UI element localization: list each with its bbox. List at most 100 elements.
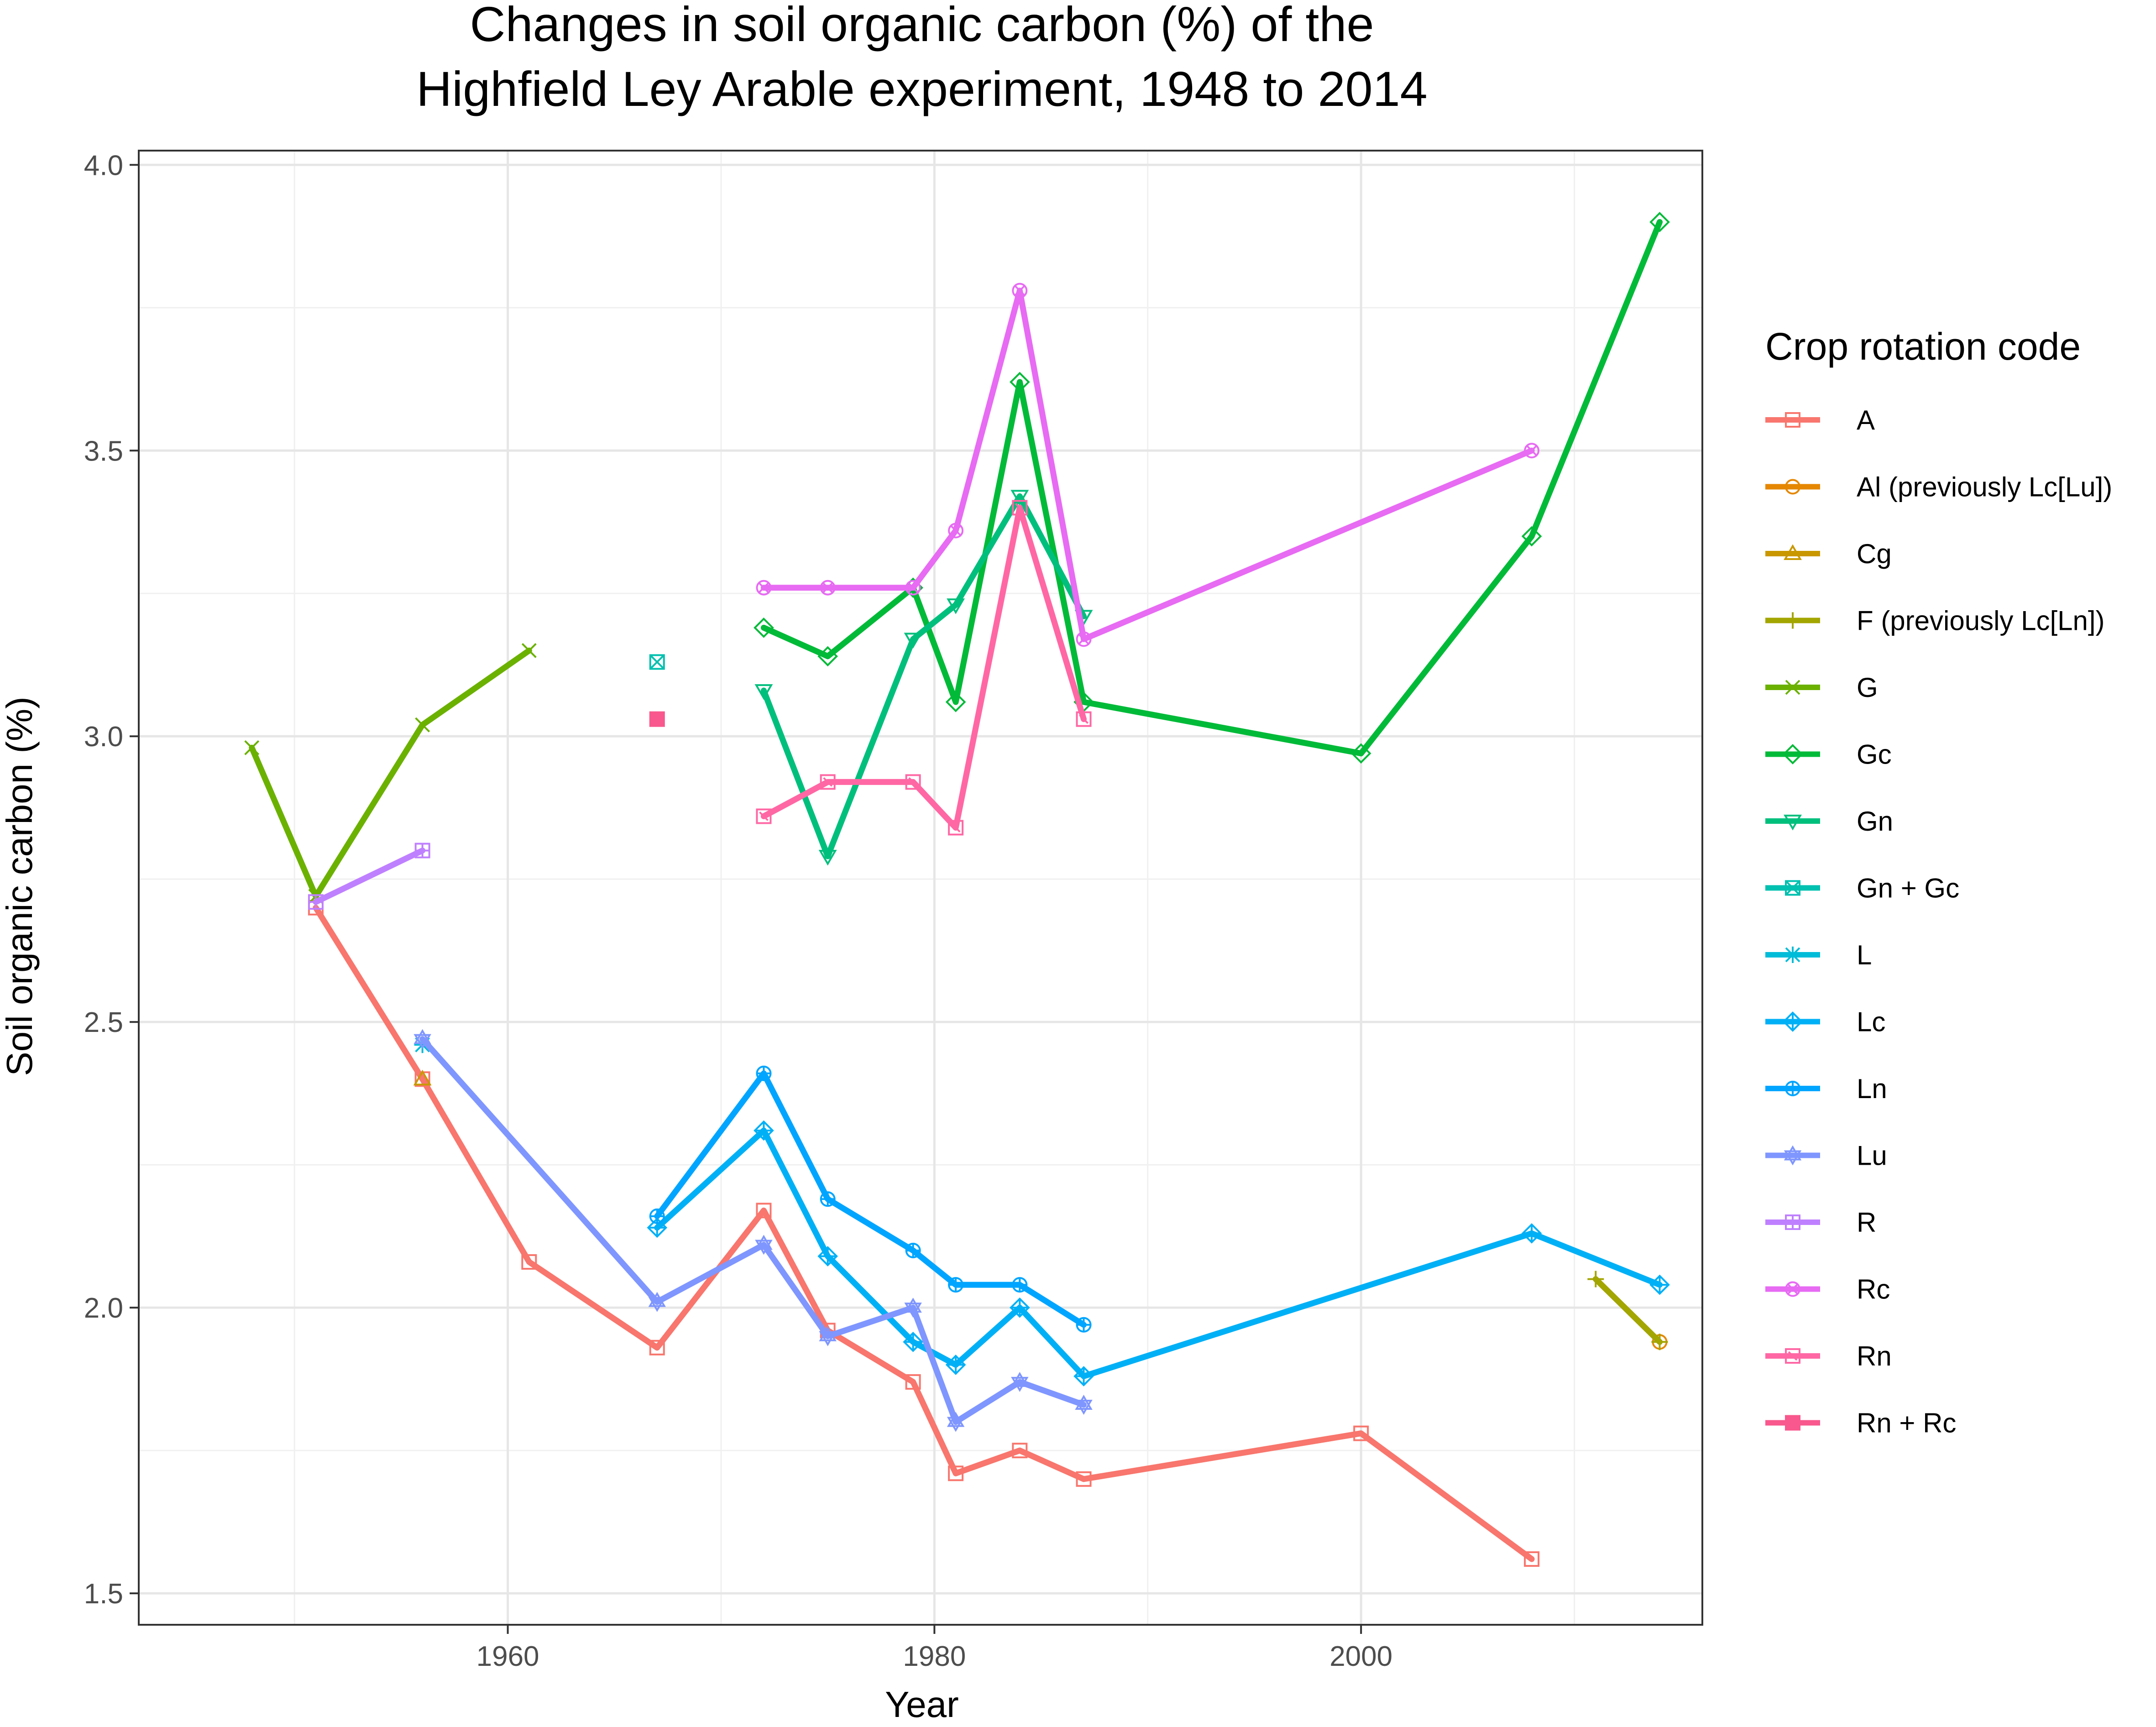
data-point-rc (820, 580, 836, 596)
x-tick-label: 1960 (476, 1641, 539, 1672)
legend-item-lu: Lu (1765, 1141, 1887, 1171)
legend-label-rn-rc: Rn + Rc (1857, 1408, 1956, 1439)
legend-key-marker (1784, 947, 1801, 963)
series-gn (754, 490, 1093, 866)
y-tick-label: 3.0 (84, 721, 123, 753)
legend-item-l: L (1765, 940, 1872, 970)
legend-label-rc: Rc (1857, 1274, 1890, 1305)
data-point-gn-gc (649, 654, 665, 670)
legend-key-marker (1785, 1081, 1800, 1096)
legend-key-marker (1785, 880, 1800, 896)
series-line-f-previously-lc-ln (1592, 1276, 1663, 1345)
data-point-rc (756, 580, 772, 596)
legend-key-marker (1785, 479, 1800, 495)
legend-key-marker (1785, 1415, 1800, 1431)
legend-label-l: L (1857, 940, 1872, 970)
legend-label-lc: Lc (1857, 1007, 1885, 1037)
series-f-previously-lc-ln (1587, 1271, 1668, 1350)
data-point-a (948, 1465, 964, 1481)
legend-key-marker (1785, 1281, 1800, 1297)
data-point-ln (1076, 1317, 1092, 1333)
legend-item-ln: Ln (1765, 1073, 1887, 1104)
data-point-g (415, 717, 430, 733)
data-point-rn (905, 774, 921, 790)
data-point-rc (1524, 443, 1540, 459)
data-point-a (1076, 1471, 1092, 1487)
legend-item-cg: Cg (1765, 539, 1892, 569)
chart-title: Changes in soil organic carbon (%) of th… (470, 0, 1374, 52)
series-rn (756, 500, 1092, 836)
data-point-r (414, 843, 430, 858)
data-point-a (649, 1340, 665, 1355)
data-point-a (1353, 1425, 1369, 1441)
data-point-gc (754, 618, 774, 638)
plot-border (138, 150, 1703, 1626)
legend-key-marker (1784, 544, 1802, 560)
legend-key-marker (1782, 744, 1803, 764)
legend-label-lu: Lu (1857, 1141, 1887, 1171)
grid (139, 151, 1702, 1625)
data-point-a (521, 1254, 537, 1270)
series-ln (649, 1065, 1092, 1333)
data-point-ln (756, 1065, 772, 1081)
data-point-rn (756, 808, 772, 824)
legend-item-gn: Gn (1765, 806, 1893, 837)
data-point-gn (904, 633, 922, 649)
data-point-lc (1649, 1274, 1670, 1295)
legend-key-marker (1785, 1348, 1800, 1364)
data-point-rc (1076, 631, 1092, 647)
series-line-r (313, 848, 426, 905)
data-point-lu (648, 1292, 666, 1312)
data-point-lu (947, 1412, 965, 1432)
series-line-a (313, 905, 1535, 1562)
data-point-lu (755, 1235, 773, 1255)
data-point-r (308, 894, 324, 910)
data-point-ln (649, 1208, 665, 1224)
legend-label-r: R (1857, 1207, 1876, 1238)
data-point-gn (754, 684, 773, 700)
series-line-gc (760, 219, 1663, 757)
y-axis-title: Soil organic carbon (%) (0, 696, 40, 1076)
data-point-gc (1521, 526, 1542, 547)
data-point-rn (1012, 500, 1028, 516)
legend-label-gn: Gn (1857, 806, 1893, 837)
legend-label-gc: Gc (1857, 739, 1892, 770)
data-point-g (521, 643, 537, 658)
data-point-rn (1076, 711, 1092, 727)
series-rn-rc (649, 711, 665, 727)
series-line-lu (419, 1036, 1087, 1425)
data-point-a (1524, 1551, 1540, 1567)
data-point-ln (905, 1242, 921, 1258)
data-point-rn-rc (649, 711, 665, 727)
data-point-a (1012, 1443, 1028, 1459)
series-line-gn (760, 493, 1087, 859)
data-point-lc (1073, 1366, 1094, 1387)
series-r (308, 843, 430, 910)
data-point-f-previously-lc-ln (1587, 1271, 1604, 1287)
legend-key-marker (1785, 1214, 1800, 1230)
data-point-rn (820, 774, 836, 790)
legend-item-al-previously-lc-lu: Al (previously Lc[Lu]) (1765, 472, 2112, 502)
data-point-ln (820, 1191, 836, 1207)
plot-series (244, 212, 1670, 1567)
legend-item-rc: Rc (1765, 1274, 1890, 1305)
legend-label-cg: Cg (1857, 539, 1892, 569)
series-lu (413, 1029, 1093, 1432)
data-point-rc (948, 523, 964, 539)
legend-label-rn: Rn (1857, 1341, 1892, 1371)
data-point-ln (1012, 1277, 1028, 1293)
data-point-rc (1012, 283, 1028, 298)
data-point-lu (819, 1326, 837, 1346)
legend: A Al (previously Lc[Lu]) Cg F (previously L… (1765, 405, 2112, 1439)
data-point-lu (904, 1298, 922, 1318)
legend-label-gn-gc: Gn + Gc (1857, 873, 1959, 904)
legend-label-g: G (1857, 672, 1878, 703)
data-point-gc (945, 691, 966, 712)
series-a (308, 900, 1540, 1567)
data-point-ln (948, 1277, 964, 1293)
series-lc (647, 1120, 1670, 1387)
data-point-rc (905, 580, 921, 596)
legend-key-marker (1782, 1011, 1803, 1032)
data-point-gc (1350, 743, 1371, 764)
data-point-lu (413, 1029, 431, 1049)
